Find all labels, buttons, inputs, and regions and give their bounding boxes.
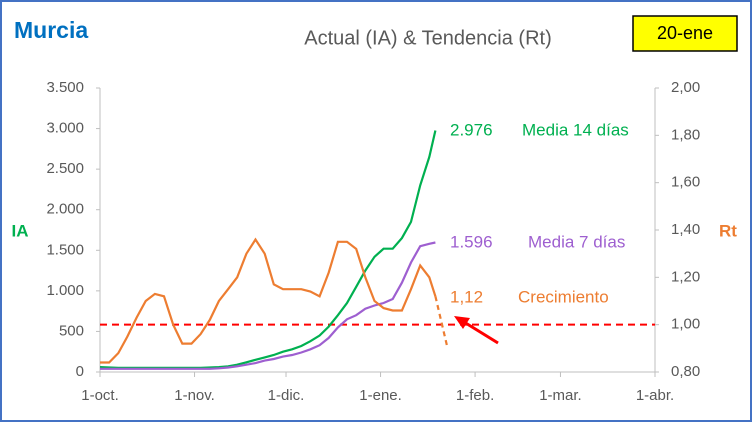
y2-tick-label: 1,00 (671, 316, 700, 333)
date-badge: 20-ene (657, 23, 713, 43)
value-label: 1,12 (450, 287, 483, 306)
y-tick-label: 3.500 (46, 79, 84, 96)
y-tick-label: 1.500 (46, 241, 84, 258)
y-tick-label: 2.500 (46, 160, 84, 177)
y2-tick-label: 0,80 (671, 363, 700, 380)
y2-tick-label: 1,60 (671, 174, 700, 191)
value-label: 2.976 (450, 120, 493, 139)
y2-tick-label: 1,20 (671, 268, 700, 285)
series-line (100, 241, 436, 370)
value-label: 1.596 (450, 232, 493, 251)
y2-tick-label: 1,80 (671, 126, 700, 143)
x-tick-label: 1-feb. (456, 387, 494, 404)
arrow (454, 316, 499, 345)
x-tick-label: 1-ene. (359, 387, 402, 404)
x-tick-label: 1-dic. (268, 387, 305, 404)
date-badge-box (632, 15, 738, 52)
y2-tick-label: 1,40 (671, 221, 700, 238)
series-line (100, 237, 437, 364)
series-name: Media 7 días (528, 232, 625, 251)
y2-axis-label: Rt (719, 221, 737, 240)
y-tick-label: 2.000 (46, 201, 84, 218)
y2-tick-label: 2,00 (671, 79, 700, 96)
region-title: Murcia (14, 17, 88, 43)
y-tick-label: 0 (76, 363, 84, 380)
series-name: Media 14 días (522, 120, 629, 139)
y-tick-label: 1.000 (46, 282, 84, 299)
y-tick-label: 3.000 (46, 120, 84, 137)
chart-title: Actual (IA) & Tendencia (Rt) (304, 27, 552, 49)
y-axis-label: IA (12, 221, 29, 240)
x-tick-label: 1-mar. (539, 387, 582, 404)
x-tick-label: 1-oct. (81, 387, 119, 404)
x-tick-label: 1-nov. (174, 387, 215, 404)
y-tick-label: 500 (59, 322, 84, 339)
series-name: Crecimiento (518, 287, 609, 306)
x-tick-label: 1-abr. (636, 387, 674, 404)
